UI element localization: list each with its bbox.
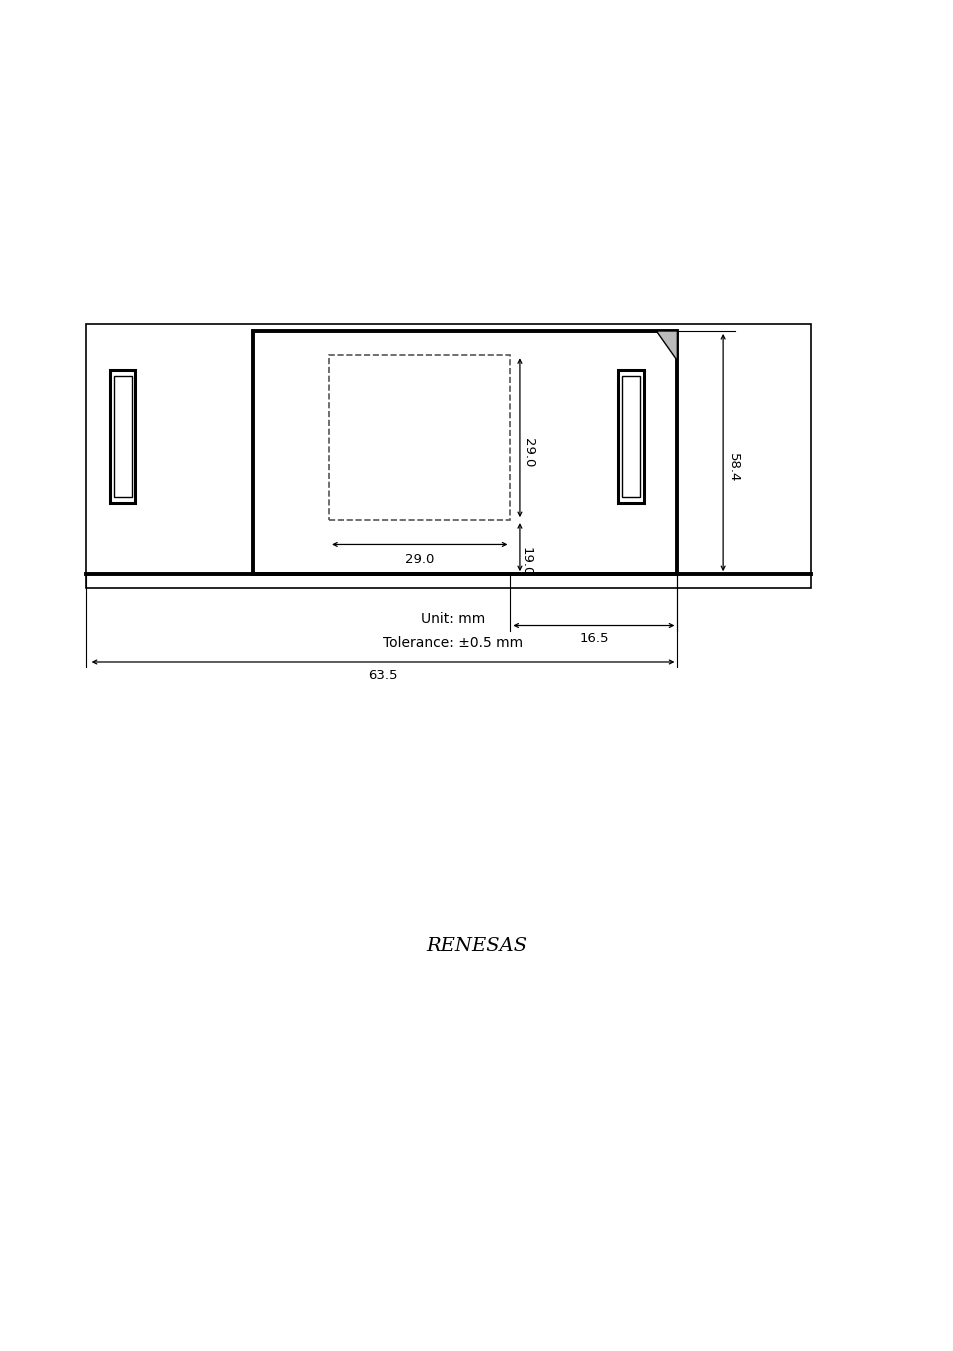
Bar	[618, 370, 643, 503]
Bar	[110, 370, 135, 503]
Bar	[113, 376, 132, 497]
Text: RENESAS: RENESAS	[426, 936, 527, 955]
Text: Tolerance: ±0.5 mm: Tolerance: ±0.5 mm	[383, 636, 522, 650]
Bar	[329, 355, 510, 520]
Bar	[86, 324, 810, 588]
Text: 19.0: 19.0	[518, 547, 532, 577]
Text: 16.5: 16.5	[578, 632, 608, 646]
Polygon shape	[656, 331, 677, 361]
Text: 63.5: 63.5	[368, 669, 397, 682]
Text: Unit: mm: Unit: mm	[420, 612, 485, 626]
Text: 29.0: 29.0	[521, 438, 535, 467]
Bar	[253, 331, 677, 574]
Text: 58.4: 58.4	[726, 453, 740, 482]
Bar	[621, 376, 639, 497]
Text: 29.0: 29.0	[405, 553, 434, 566]
